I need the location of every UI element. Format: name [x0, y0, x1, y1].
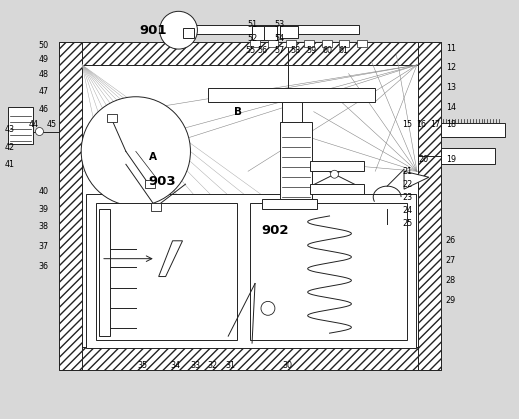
- Text: 25: 25: [402, 220, 412, 228]
- Text: 46: 46: [38, 105, 48, 114]
- Bar: [145, 180, 155, 188]
- Bar: [310, 161, 364, 171]
- Bar: [339, 40, 349, 47]
- Bar: [418, 42, 441, 370]
- Text: 42: 42: [5, 143, 15, 152]
- Circle shape: [261, 301, 275, 315]
- Text: 902: 902: [261, 224, 289, 237]
- Circle shape: [160, 11, 197, 49]
- Text: 54: 54: [275, 34, 285, 43]
- Text: 29: 29: [446, 296, 456, 305]
- Circle shape: [35, 127, 44, 135]
- Text: 33: 33: [190, 362, 200, 370]
- Text: 49: 49: [38, 55, 48, 65]
- Bar: [151, 203, 161, 211]
- Text: 39: 39: [38, 204, 48, 214]
- Text: 15: 15: [402, 120, 412, 129]
- Bar: [310, 184, 364, 194]
- Text: 17: 17: [430, 120, 440, 129]
- Text: 41: 41: [5, 160, 15, 169]
- Text: 901: 901: [139, 24, 167, 37]
- Text: 50: 50: [38, 41, 48, 49]
- Bar: [96, 203, 237, 340]
- Text: 61: 61: [338, 46, 348, 54]
- Text: 53: 53: [275, 20, 285, 29]
- Bar: [250, 40, 260, 47]
- Bar: [82, 65, 418, 347]
- Text: 27: 27: [446, 256, 456, 265]
- Bar: [59, 42, 441, 65]
- Bar: [358, 40, 367, 47]
- Text: 28: 28: [446, 276, 456, 285]
- Text: 59: 59: [307, 46, 317, 54]
- Text: 18: 18: [446, 120, 456, 129]
- Bar: [107, 114, 117, 122]
- Text: 56: 56: [257, 46, 267, 54]
- Text: 22: 22: [402, 180, 412, 189]
- Bar: [250, 203, 407, 340]
- Bar: [280, 122, 311, 201]
- Text: 58: 58: [291, 46, 301, 54]
- Text: 26: 26: [446, 236, 456, 245]
- Text: 31: 31: [225, 362, 235, 370]
- Bar: [252, 26, 264, 40]
- Text: 23: 23: [402, 193, 412, 202]
- Text: 38: 38: [38, 222, 48, 231]
- Bar: [59, 347, 441, 370]
- Circle shape: [331, 170, 338, 178]
- Text: 14: 14: [446, 103, 456, 112]
- Text: 35: 35: [138, 362, 148, 370]
- Text: 13: 13: [446, 83, 456, 92]
- Text: 16: 16: [416, 120, 426, 129]
- Polygon shape: [159, 241, 183, 277]
- Bar: [99, 209, 110, 336]
- Circle shape: [81, 97, 190, 206]
- Text: 21: 21: [402, 167, 412, 176]
- Text: 903: 903: [149, 175, 176, 188]
- Text: 40: 40: [38, 186, 48, 196]
- Text: 48: 48: [38, 70, 48, 79]
- Text: 12: 12: [446, 63, 456, 72]
- Text: 20: 20: [419, 155, 429, 164]
- Bar: [268, 40, 278, 47]
- Bar: [262, 199, 317, 209]
- Text: 60: 60: [322, 46, 333, 54]
- Text: 51: 51: [247, 20, 257, 29]
- Bar: [322, 40, 332, 47]
- Bar: [188, 25, 359, 34]
- Bar: [282, 102, 302, 171]
- Bar: [208, 88, 375, 102]
- Bar: [304, 40, 313, 47]
- Text: 30: 30: [283, 362, 293, 370]
- Text: 36: 36: [38, 262, 48, 271]
- Bar: [252, 26, 277, 40]
- Text: 52: 52: [247, 34, 257, 43]
- Bar: [280, 26, 298, 38]
- Polygon shape: [404, 171, 429, 189]
- Text: 47: 47: [38, 87, 48, 96]
- Text: 19: 19: [446, 155, 456, 164]
- Text: 45: 45: [46, 120, 57, 129]
- Text: 55: 55: [245, 46, 255, 54]
- Text: 44: 44: [29, 120, 38, 129]
- Text: 37: 37: [38, 242, 48, 251]
- Bar: [441, 123, 506, 137]
- Bar: [183, 28, 195, 38]
- Bar: [286, 40, 296, 47]
- Text: 32: 32: [207, 362, 217, 370]
- Text: 43: 43: [5, 125, 15, 134]
- Bar: [59, 42, 82, 370]
- Bar: [8, 107, 33, 145]
- Text: 34: 34: [171, 362, 181, 370]
- Text: 11: 11: [446, 44, 456, 52]
- Bar: [86, 194, 416, 348]
- Text: 57: 57: [275, 46, 285, 54]
- Text: 24: 24: [402, 207, 412, 215]
- Bar: [441, 148, 496, 164]
- Text: A: A: [149, 153, 157, 162]
- Text: B: B: [234, 107, 242, 116]
